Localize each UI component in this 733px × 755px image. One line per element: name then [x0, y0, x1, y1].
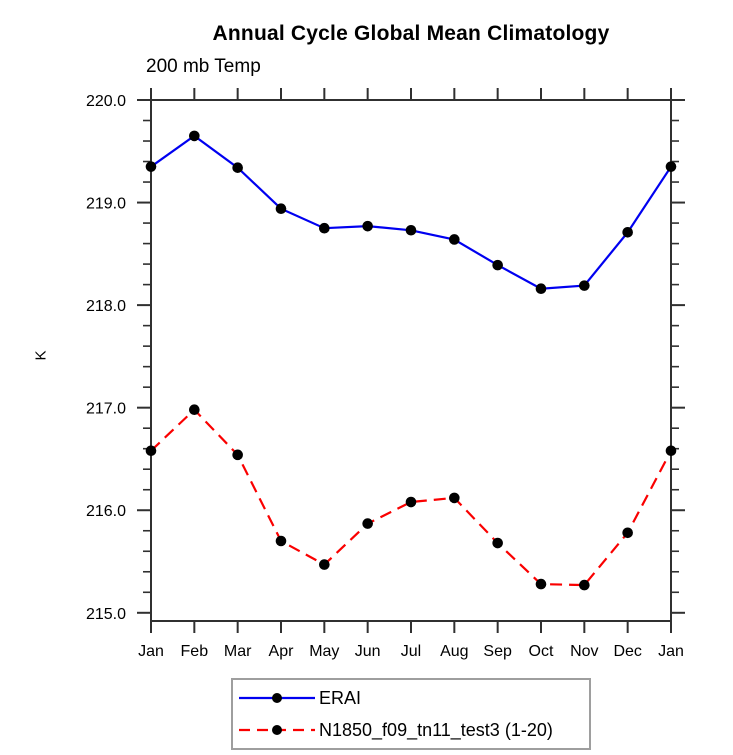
data-point-marker: [492, 537, 503, 549]
x-tick-label: Feb: [181, 643, 209, 660]
data-point-marker: [579, 579, 590, 591]
legend: ERAI N1850_f09_tn11_test3 (1-20): [231, 678, 591, 750]
x-tick-label: Sep: [483, 643, 512, 660]
y-tick-label: 218.0: [86, 298, 126, 315]
data-point-marker: [189, 130, 200, 142]
x-tick-label: Aug: [440, 643, 468, 660]
data-point-marker: [319, 222, 330, 234]
data-point-marker: [622, 527, 633, 539]
y-tick-label: 217.0: [86, 401, 126, 418]
data-point-marker: [319, 559, 330, 570]
x-tick-label: Mar: [224, 643, 252, 660]
legend-marker-dot: [272, 693, 282, 703]
x-tick-label: Jan: [138, 643, 164, 660]
data-point-marker: [362, 518, 373, 529]
data-point-marker: [579, 280, 590, 291]
data-point-marker: [622, 227, 633, 238]
y-tick-label: 216.0: [86, 503, 126, 520]
data-point-marker: [232, 162, 243, 173]
y-tick-label: 220.0: [86, 93, 126, 110]
data-point-marker: [492, 259, 503, 271]
x-tick-label: Apr: [269, 643, 295, 660]
data-point-marker: [665, 161, 677, 172]
x-tick-label: May: [309, 643, 339, 660]
data-point-marker: [449, 234, 460, 245]
data-point-marker: [275, 535, 287, 547]
data-point-marker: [232, 449, 243, 461]
data-point-marker: [275, 203, 287, 215]
x-tick-label: Nov: [570, 643, 598, 660]
x-tick-label: Dec: [613, 643, 641, 660]
data-point-marker: [145, 161, 157, 172]
legend-marker-dot: [272, 725, 282, 735]
legend-label: N1850_f09_tn11_test3 (1-20): [319, 719, 553, 740]
x-tick-label: Jun: [355, 643, 381, 660]
legend-item: N1850_f09_tn11_test3 (1-20): [237, 714, 589, 746]
x-tick-label: Jan: [658, 643, 684, 660]
y-tick-label: 215.0: [86, 606, 126, 623]
x-tick-label: Oct: [529, 643, 554, 660]
legend-line-sample: [239, 725, 315, 735]
data-point-marker: [449, 492, 460, 504]
chart-subtitle: 200 mb Temp: [146, 56, 261, 77]
data-point-marker: [665, 445, 677, 457]
legend-line-sample: [239, 693, 315, 703]
x-tick-label: Jul: [401, 643, 421, 660]
chart-title: Annual Cycle Global Mean Climatology: [212, 22, 610, 45]
legend-label: ERAI: [319, 687, 362, 708]
data-point-marker: [189, 404, 200, 416]
plot-frame: [150, 99, 672, 622]
data-point-marker: [362, 220, 373, 232]
data-point-marker: [405, 496, 417, 508]
data-point-marker: [535, 578, 547, 590]
data-point-marker: [405, 224, 417, 236]
y-tick-label: 219.0: [86, 196, 126, 213]
legend-item: ERAI: [237, 682, 589, 714]
data-point-marker: [535, 283, 547, 295]
series-line-erai: [150, 134, 672, 290]
data-point-marker: [145, 445, 157, 457]
